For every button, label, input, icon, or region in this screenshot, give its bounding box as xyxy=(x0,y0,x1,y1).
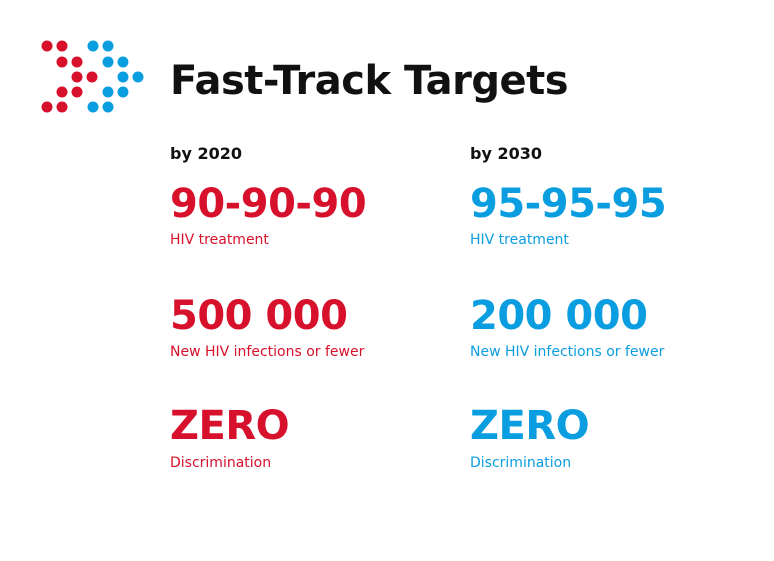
target-label: New HIV infections or fewer xyxy=(170,344,365,360)
target-value: 90-90-90 xyxy=(170,181,367,227)
target-value: 95-95-95 xyxy=(470,181,667,227)
column-heading: by 2030 xyxy=(470,144,542,163)
target-value: ZERO xyxy=(170,403,290,449)
column-heading: by 2020 xyxy=(170,144,242,163)
target-label: New HIV infections or fewer xyxy=(470,344,665,360)
target-label: HIV treatment xyxy=(170,232,269,248)
target-label: HIV treatment xyxy=(470,232,569,248)
target-label: Discrimination xyxy=(170,455,272,471)
target-value: 500 000 xyxy=(170,293,348,339)
title: Fast-Track Targets xyxy=(170,58,569,104)
target-label: Discrimination xyxy=(470,455,572,471)
target-value: 200 000 xyxy=(470,293,648,339)
logo xyxy=(41,40,144,113)
target-value: ZERO xyxy=(470,403,590,449)
